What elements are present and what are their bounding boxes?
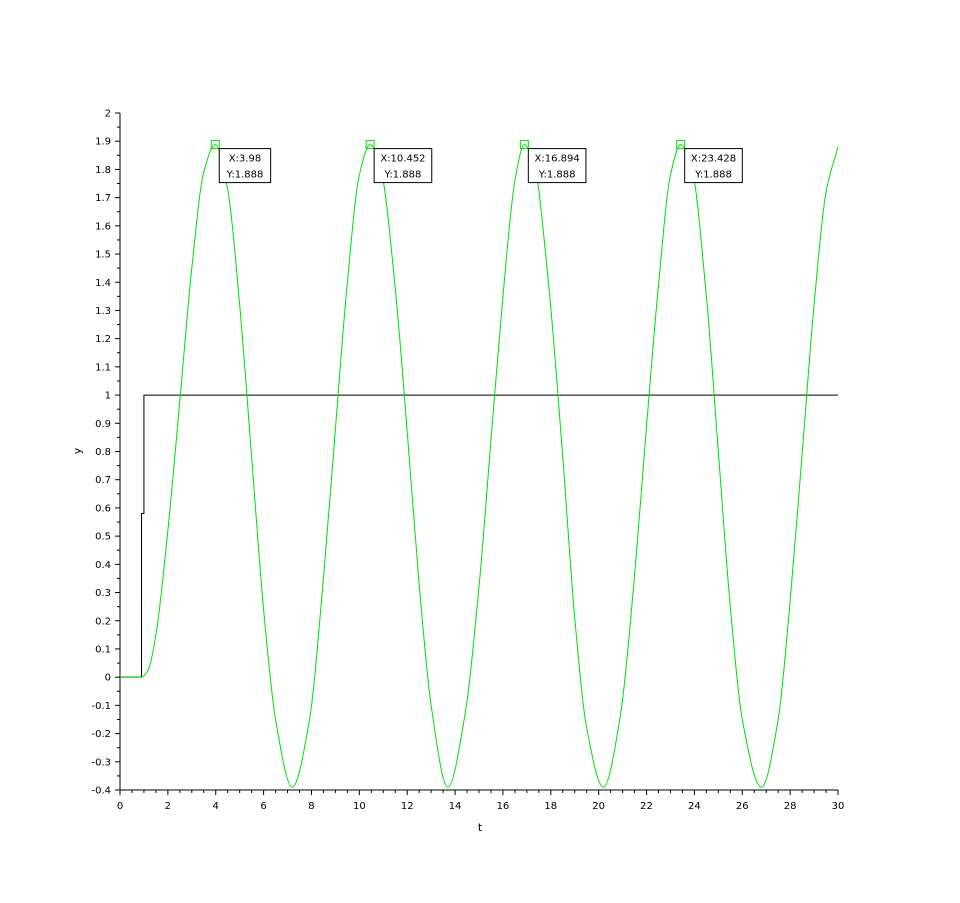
datatip-y-text: Y:1.888 bbox=[694, 170, 732, 181]
datatip-x-text: X:23.428 bbox=[691, 154, 736, 165]
y-tick-label: 0.6 bbox=[95, 503, 111, 514]
datatip-marker bbox=[519, 140, 529, 150]
y-tick-label: 0.5 bbox=[95, 532, 111, 543]
y-tick-label: 0.7 bbox=[95, 475, 111, 486]
datatip-box bbox=[527, 148, 587, 184]
y-tick-label: 1.6 bbox=[95, 221, 111, 232]
y-axis-label: y bbox=[71, 447, 84, 454]
chart-axes: 0 2 4 6 8 10 12 14 16 18 20 22 24 26 28 30-0.4-0.3-0.2-… bbox=[91, 109, 844, 813]
x-tick-label: 4 bbox=[213, 801, 219, 812]
datatip-box bbox=[373, 148, 433, 184]
x-tick-label: 14 bbox=[449, 801, 462, 812]
x-tick-label: 16 bbox=[497, 801, 510, 812]
y-tick-label: 1.8 bbox=[95, 165, 111, 176]
x-axis-label: t bbox=[478, 821, 483, 834]
chart-datatips: X:3.98 Y:1.888 X:10.452 Y:1.888 X:16.894 Y:1.… bbox=[210, 140, 743, 184]
chart-series bbox=[120, 144, 839, 788]
datatip-marker bbox=[365, 140, 375, 150]
datatip-x-text: X:3.98 bbox=[229, 154, 262, 165]
y-tick-label: 0.2 bbox=[95, 616, 111, 627]
y-tick-label: 1 bbox=[105, 391, 111, 402]
y-tick-label: 1.7 bbox=[95, 193, 111, 204]
datatip-marker bbox=[210, 140, 220, 150]
y-tick-label: -0.3 bbox=[91, 757, 111, 768]
x-tick-label: 26 bbox=[736, 801, 749, 812]
y-tick-label: 0.3 bbox=[95, 588, 111, 599]
y-tick-label: 0.1 bbox=[95, 644, 111, 655]
x-tick-label: 20 bbox=[592, 801, 605, 812]
datatip-box bbox=[218, 148, 272, 184]
y-tick-label: 1.4 bbox=[95, 278, 111, 289]
y-tick-label: 0.8 bbox=[95, 447, 111, 458]
y-tick-label: 1.9 bbox=[95, 137, 111, 148]
x-tick-label: 18 bbox=[544, 801, 557, 812]
x-tick-label: 8 bbox=[308, 801, 314, 812]
y-tick-label: -0.2 bbox=[91, 729, 111, 740]
y-tick-label: 0.4 bbox=[95, 560, 111, 571]
y-tick-label: 0.9 bbox=[95, 419, 111, 430]
datatip-box bbox=[684, 148, 743, 184]
y-tick-label: -0.4 bbox=[91, 786, 111, 797]
x-tick-label: 12 bbox=[401, 801, 414, 812]
x-tick-label: 24 bbox=[688, 801, 701, 812]
y-tick-label: -0.1 bbox=[91, 701, 111, 712]
datatip-y-text: Y:1.888 bbox=[226, 170, 264, 181]
step-input-line bbox=[120, 394, 838, 678]
x-tick-label: 22 bbox=[640, 801, 653, 812]
x-tick-label: 0 bbox=[117, 801, 123, 812]
y-tick-label: 1.1 bbox=[95, 362, 111, 373]
x-tick-label: 6 bbox=[260, 801, 266, 812]
y-tick-label: 2 bbox=[105, 109, 111, 120]
x-tick-label: 30 bbox=[832, 801, 845, 812]
x-tick-label: 28 bbox=[784, 801, 797, 812]
datatip-y-text: Y:1.888 bbox=[538, 170, 576, 181]
x-tick-label: 2 bbox=[165, 801, 171, 812]
datatip-marker bbox=[676, 140, 686, 150]
datatip-y-text: Y:1.888 bbox=[384, 170, 422, 181]
y-tick-label: 1.2 bbox=[95, 334, 111, 345]
y-tick-label: 1.5 bbox=[95, 250, 111, 261]
datatip-x-text: X:10.452 bbox=[380, 154, 425, 165]
y-tick-label: 0 bbox=[105, 673, 111, 684]
response-line bbox=[120, 144, 839, 788]
x-tick-label: 10 bbox=[353, 801, 366, 812]
datatip-x-text: X:16.894 bbox=[535, 154, 580, 165]
y-tick-label: 1.3 bbox=[95, 306, 111, 317]
